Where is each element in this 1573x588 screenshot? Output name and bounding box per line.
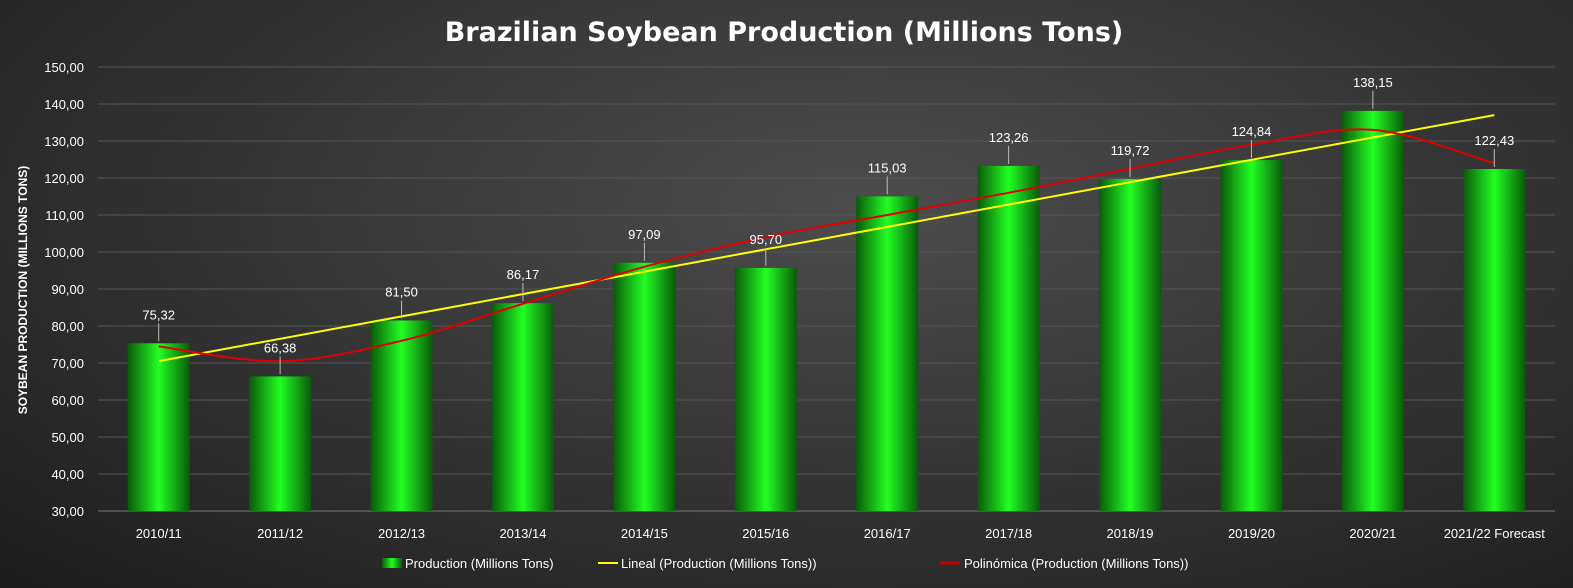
x-tick-label: 2011/12 [257,526,303,541]
y-tick-label: 30,00 [51,504,84,519]
data-label: 66,38 [264,340,297,355]
data-label: 123,26 [989,130,1029,145]
data-label: 86,17 [507,267,540,282]
y-tick-label: 150,00 [44,60,84,75]
bar [127,343,190,511]
x-tick-label: 2012/13 [378,526,425,541]
data-label: 115,03 [868,160,907,175]
data-label: 138,15 [1353,75,1393,90]
x-tick-label: 2010/11 [136,526,182,541]
chart-title: Brazilian Soybean Production (Millions T… [445,17,1124,48]
data-label: 95,70 [750,232,783,247]
bar [977,165,1040,512]
bar [1463,169,1526,511]
y-tick-label: 120,00 [44,171,84,186]
data-label: 119,72 [1111,143,1150,158]
x-tick-label: 2015/16 [742,526,789,541]
bar [734,267,797,511]
y-tick-label: 40,00 [51,467,84,482]
x-tick-label: 2016/17 [864,526,911,541]
x-tick-label: 2014/15 [621,526,668,541]
x-tick-label: 2017/18 [985,526,1032,541]
x-tick-label: 2019/20 [1228,526,1275,541]
y-tick-label: 140,00 [44,97,84,112]
bar [856,196,919,511]
y-tick-label: 90,00 [51,282,84,297]
data-label: 81,50 [385,284,418,299]
legend-swatch-production [382,558,402,568]
data-label: 124,84 [1232,124,1272,139]
data-label: 122,43 [1474,133,1514,148]
data-label: 97,09 [628,227,661,242]
bar [491,303,554,511]
bar [1341,110,1404,511]
bar [249,376,312,511]
legend-label-linear: Lineal (Production (Millions Tons)) [621,556,817,571]
legend-label-polynomial: Polinómica (Production (Millions Tons)) [964,556,1188,571]
legend: Production (Millions Tons) Lineal (Produ… [382,556,1188,571]
x-tick-label: 2013/14 [499,526,546,541]
data-label: 75,32 [142,307,175,322]
bar [1220,160,1283,512]
legend-label-production: Production (Millions Tons) [405,556,554,571]
x-tick-label: 2018/19 [1107,526,1154,541]
y-tick-label: 110,00 [45,208,84,223]
bar [613,262,676,511]
x-tick-label: 2020/21 [1349,526,1396,541]
y-tick-label: 50,00 [51,430,84,445]
polynomial-trendline [158,128,1495,363]
y-tick-label: 60,00 [51,393,84,408]
x-tick-label: 2021/22 Forecast [1444,526,1546,541]
y-axis-title: SOYBEAN PRODUCTION (MILLIONS TONS) [16,166,30,414]
y-tick-label: 80,00 [51,319,84,334]
y-tick-label: 100,00 [44,245,84,260]
y-tick-label: 130,00 [44,134,84,149]
y-tick-label: 70,00 [51,356,84,371]
linear-trendline [158,114,1495,363]
bar [1099,179,1162,511]
bar [370,320,433,511]
